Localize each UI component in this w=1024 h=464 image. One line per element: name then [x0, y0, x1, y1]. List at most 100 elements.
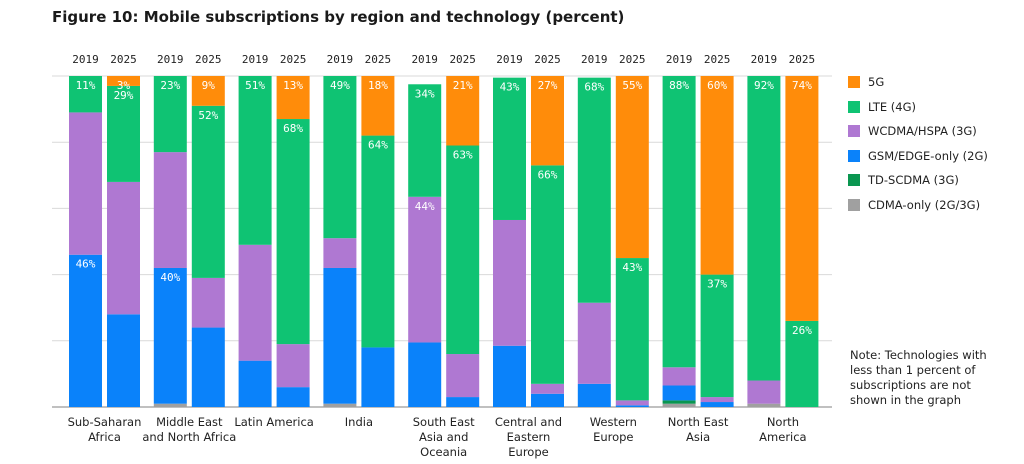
data-label: 51%	[245, 79, 265, 92]
year-label: 2025	[789, 53, 816, 66]
year-label: 2025	[365, 53, 392, 66]
data-label: 74%	[792, 79, 812, 92]
bar-segment	[153, 403, 187, 407]
bar-segment	[747, 380, 781, 404]
bar-segment	[361, 347, 395, 407]
data-label: 43%	[500, 81, 520, 94]
legend-item: GSM/EDGE-only (2G)	[848, 144, 988, 169]
bar-segment	[493, 219, 526, 346]
region-label: Latin America	[234, 415, 314, 429]
bar-segment	[276, 119, 310, 345]
bar-segment	[69, 112, 102, 255]
legend-swatch	[848, 174, 860, 187]
legend-item: TD-SCDMA (3G)	[848, 168, 988, 193]
bar-segment	[276, 76, 310, 120]
bar-segment	[531, 383, 564, 394]
bar-segment	[238, 244, 272, 361]
bar-segment	[446, 145, 480, 355]
data-labels: 11% 46% 3%29% 23% 40% 9% 52% 51% 13% 68% 49% 18% 64%…	[76, 79, 813, 337]
legend-label: TD-SCDMA (3G)	[868, 173, 959, 188]
legend-label: 5G	[868, 75, 885, 90]
legend-label: LTE (4G)	[868, 99, 916, 114]
data-label: 9%	[202, 79, 216, 92]
legend-swatch	[848, 125, 860, 138]
data-label: 3%	[117, 79, 131, 92]
bar-segment	[615, 258, 649, 401]
region-label: Africa	[88, 430, 121, 444]
bar-segment	[662, 403, 696, 407]
year-label: 2025	[110, 53, 137, 66]
bar-segment	[323, 76, 357, 239]
data-label: 92%	[754, 79, 774, 92]
legend-swatch	[848, 198, 860, 211]
legend-swatch	[848, 149, 860, 162]
bar-segment	[69, 76, 102, 113]
region-label: and North Africa	[142, 430, 236, 444]
region-label: Sub-Saharan	[68, 415, 142, 429]
bar-segment	[662, 385, 696, 401]
bar-segment	[276, 387, 310, 407]
year-label: 2019	[157, 53, 184, 66]
bar-segment	[662, 76, 696, 368]
region-label: Asia and	[419, 430, 468, 444]
bar-segment	[323, 403, 357, 407]
data-label: 40%	[160, 271, 180, 284]
bar-segment	[531, 393, 564, 407]
data-label: 68%	[584, 81, 604, 94]
legend-label: GSM/EDGE-only (2G)	[868, 148, 988, 163]
data-label: 63%	[453, 149, 473, 162]
bar-segment	[191, 277, 225, 328]
data-label: 68%	[283, 122, 303, 135]
bar-segment	[577, 383, 611, 407]
bar-segment	[153, 267, 187, 404]
bar-segment	[238, 76, 272, 245]
bar-segment	[615, 400, 649, 406]
bar-segment	[493, 77, 526, 220]
year-label: 2019	[496, 53, 523, 66]
bar-segment	[323, 267, 357, 404]
data-label: 13%	[283, 79, 303, 92]
data-label: 66%	[538, 168, 558, 181]
data-label: 44%	[415, 200, 435, 213]
bar-segment	[107, 181, 140, 315]
data-label: 49%	[330, 79, 350, 92]
bar-segment	[361, 135, 395, 348]
bar-segment	[191, 327, 225, 407]
bar-segment	[153, 152, 187, 268]
region-label: Asia	[686, 430, 710, 444]
year-label: 2019	[327, 53, 354, 66]
bar-segment	[408, 196, 442, 343]
region-label: Central and	[495, 415, 562, 429]
bar-segment	[615, 405, 649, 407]
chart-title: Figure 10: Mobile subscriptions by regio…	[52, 8, 625, 26]
legend-item: 5G	[848, 70, 988, 95]
region-label: North East	[668, 415, 729, 429]
year-labels: 2019 2025 2019 2025 2019 2025 2019 2025 2019 2025…	[72, 53, 815, 66]
bar-segment	[276, 344, 310, 388]
data-label: 23%	[160, 79, 180, 92]
bar-segment	[361, 76, 395, 136]
legend: 5G LTE (4G) WCDMA/HSPA (3G) GSM/EDGE-only (…	[848, 70, 988, 217]
year-label: 2019	[411, 53, 438, 66]
data-label: 37%	[707, 278, 727, 291]
bar-segment	[747, 403, 781, 407]
region-label: Europe	[508, 445, 548, 459]
region-label: North	[767, 415, 799, 429]
year-label: 2025	[280, 53, 307, 66]
data-label: 18%	[368, 79, 388, 92]
data-label: 26%	[792, 324, 812, 337]
year-label: 2019	[666, 53, 693, 66]
data-label: 52%	[198, 109, 218, 122]
bar-segment	[531, 165, 564, 384]
data-label: 27%	[538, 79, 558, 92]
bar-segment	[408, 84, 442, 197]
region-label: India	[345, 415, 373, 429]
bar-segment	[577, 77, 611, 303]
year-label: 2019	[581, 53, 608, 66]
region-label: Middle East	[156, 415, 223, 429]
bar-segment	[408, 342, 442, 407]
bar-segment	[662, 400, 696, 404]
bar-segment	[238, 360, 272, 407]
legend-item: LTE (4G)	[848, 95, 988, 120]
region-label: Western	[590, 415, 637, 429]
